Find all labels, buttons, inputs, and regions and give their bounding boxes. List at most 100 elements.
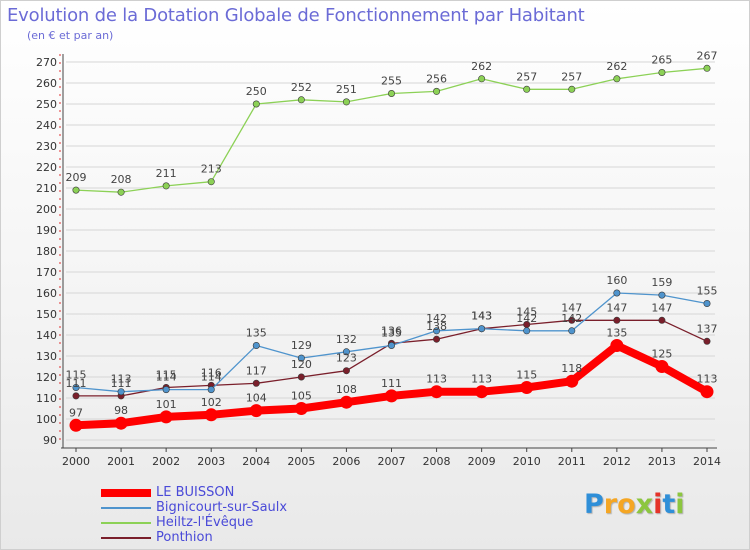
y-tick-label: 120 xyxy=(36,371,57,384)
data-point xyxy=(565,374,579,388)
data-label: 129 xyxy=(291,339,312,352)
data-point xyxy=(252,100,260,108)
data-point xyxy=(433,335,441,343)
data-point xyxy=(387,341,395,349)
x-tick-label: 2005 xyxy=(287,455,315,468)
data-label: 143 xyxy=(471,310,492,323)
x-tick-label: 2010 xyxy=(513,455,541,468)
y-tick-label: 150 xyxy=(36,308,57,321)
logo-letter: x xyxy=(635,489,654,520)
x-tick-label: 2001 xyxy=(107,455,135,468)
data-point xyxy=(568,327,576,335)
data-point xyxy=(475,385,489,399)
data-point xyxy=(159,410,173,424)
data-labels: 209 208 211 213 250 252 251 255 256 262 257 257 262 2… xyxy=(66,49,718,419)
data-label: 120 xyxy=(291,358,312,371)
y-tick-label: 160 xyxy=(36,287,57,300)
logo-letter: t xyxy=(662,489,676,520)
data-label: 265 xyxy=(651,54,672,67)
x-tick-label: 2014 xyxy=(693,455,721,468)
legend-label: Ponthion xyxy=(156,530,213,545)
data-point xyxy=(342,367,350,375)
data-point xyxy=(430,385,444,399)
data-label: 113 xyxy=(111,373,132,386)
data-label: 252 xyxy=(291,81,312,94)
data-point xyxy=(72,186,80,194)
chart-subtitle: (en € et par an) xyxy=(27,29,114,42)
y-tick-label: 170 xyxy=(36,266,57,279)
data-point xyxy=(72,392,80,400)
data-point xyxy=(69,418,83,432)
data-point xyxy=(613,289,621,297)
data-label: 105 xyxy=(291,390,312,403)
data-label: 142 xyxy=(516,312,537,325)
data-label: 115 xyxy=(66,369,87,382)
data-point xyxy=(658,316,666,324)
data-point xyxy=(297,96,305,104)
y-tick-label: 190 xyxy=(36,224,57,237)
y-tick-label: 100 xyxy=(36,413,57,426)
data-label: 147 xyxy=(606,301,627,314)
data-label: 111 xyxy=(111,377,132,390)
data-label: 209 xyxy=(66,171,87,184)
y-tick-label: 260 xyxy=(36,77,57,90)
data-point xyxy=(568,85,576,93)
data-point xyxy=(72,383,80,391)
x-tick-label: 2009 xyxy=(468,455,496,468)
data-label: 250 xyxy=(246,85,267,98)
x-tick-label: 2003 xyxy=(197,455,225,468)
data-point xyxy=(433,327,441,335)
x-tick-label: 2008 xyxy=(423,455,451,468)
data-label: 208 xyxy=(111,173,132,186)
y-tick-label: 200 xyxy=(36,203,57,216)
data-label: 145 xyxy=(516,306,537,319)
data-label: 135 xyxy=(381,327,402,340)
y-tick-label: 250 xyxy=(36,98,57,111)
data-label: 125 xyxy=(651,348,672,361)
legend-swatch xyxy=(101,489,151,497)
legend-label: LE BUISSON xyxy=(156,485,235,500)
data-label: 257 xyxy=(561,70,582,83)
x-tick-label: 2004 xyxy=(242,455,270,468)
data-point xyxy=(162,182,170,190)
data-label: 113 xyxy=(697,373,718,386)
data-point xyxy=(252,379,260,387)
data-point xyxy=(249,404,263,418)
data-label: 251 xyxy=(336,83,357,96)
data-point xyxy=(114,416,128,430)
data-label: 114 xyxy=(201,371,222,384)
data-label: 137 xyxy=(697,322,718,335)
data-label: 101 xyxy=(156,398,177,411)
data-label: 262 xyxy=(606,60,627,73)
series-lines xyxy=(69,64,714,432)
data-point xyxy=(703,299,711,307)
data-point xyxy=(297,373,305,381)
data-point xyxy=(613,316,621,324)
data-label: 143 xyxy=(471,310,492,323)
data-label: 111 xyxy=(66,377,87,390)
data-label: 104 xyxy=(246,392,267,405)
data-point xyxy=(613,75,621,83)
data-label: 211 xyxy=(156,167,177,180)
data-point xyxy=(342,348,350,356)
data-label: 213 xyxy=(201,163,222,176)
chart-title: Evolution de la Dotation Globale de Fonc… xyxy=(7,5,585,26)
x-tick-label: 2000 xyxy=(62,455,90,468)
y-tick-label: 210 xyxy=(36,182,57,195)
data-point xyxy=(385,389,398,403)
data-label: 160 xyxy=(606,274,627,287)
proxiti-logo: Proxiti xyxy=(584,489,685,520)
data-label: 115 xyxy=(516,369,537,382)
data-label: 111 xyxy=(381,377,402,390)
grid-lines xyxy=(66,61,715,441)
data-label: 102 xyxy=(201,396,222,409)
y-tick-label: 270 xyxy=(36,56,57,69)
data-point xyxy=(207,386,215,394)
x-tick-label: 2011 xyxy=(558,455,586,468)
y-tick-label: 110 xyxy=(36,392,57,405)
data-label: 132 xyxy=(336,333,357,346)
data-label: 98 xyxy=(114,404,128,417)
data-point xyxy=(387,90,395,98)
data-point xyxy=(433,87,441,95)
data-point xyxy=(207,178,215,186)
